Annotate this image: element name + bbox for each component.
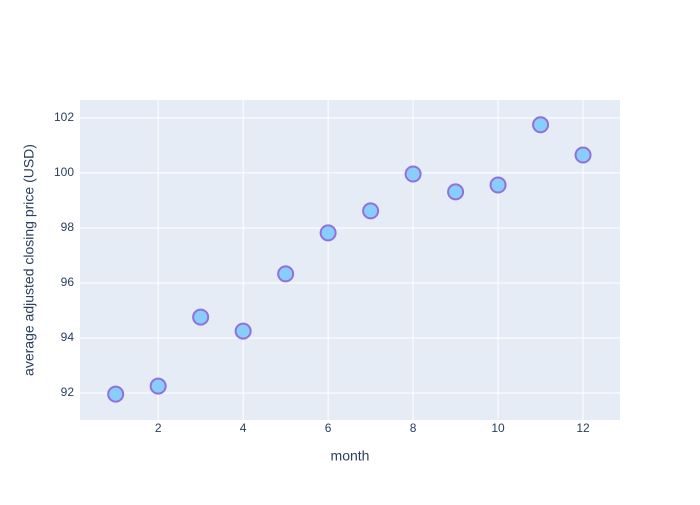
- scatter-point: [234, 322, 252, 340]
- y-tick-label: 92: [61, 385, 75, 399]
- x-tick-label: 12: [576, 421, 590, 435]
- scatter-point: [277, 265, 295, 283]
- x-tick-label: 8: [410, 421, 417, 435]
- scatter-point: [192, 308, 210, 326]
- scatter-point: [574, 146, 592, 164]
- scatter-point: [447, 183, 465, 201]
- x-tick-label: 6: [325, 421, 332, 435]
- scatter-point: [149, 377, 167, 395]
- scatter-point: [362, 202, 380, 220]
- plot-area: [80, 100, 620, 420]
- y-tick-label: 100: [54, 165, 74, 179]
- scatter-point: [107, 385, 125, 403]
- x-tick-label: 4: [240, 421, 247, 435]
- scatter-point: [532, 116, 550, 134]
- y-tick-label: 102: [54, 110, 74, 124]
- y-axis-title: average adjusted closing price (USD): [21, 144, 37, 376]
- y-tick-label: 98: [61, 220, 75, 234]
- x-tick-label: 10: [491, 421, 505, 435]
- x-tick-label: 2: [155, 421, 162, 435]
- scatter-point: [404, 165, 422, 183]
- scatter-point: [489, 176, 507, 194]
- y-tick-label: 94: [61, 330, 75, 344]
- y-tick-label: 96: [61, 275, 75, 289]
- scatter-point: [319, 224, 337, 242]
- x-axis-title: month: [331, 448, 370, 464]
